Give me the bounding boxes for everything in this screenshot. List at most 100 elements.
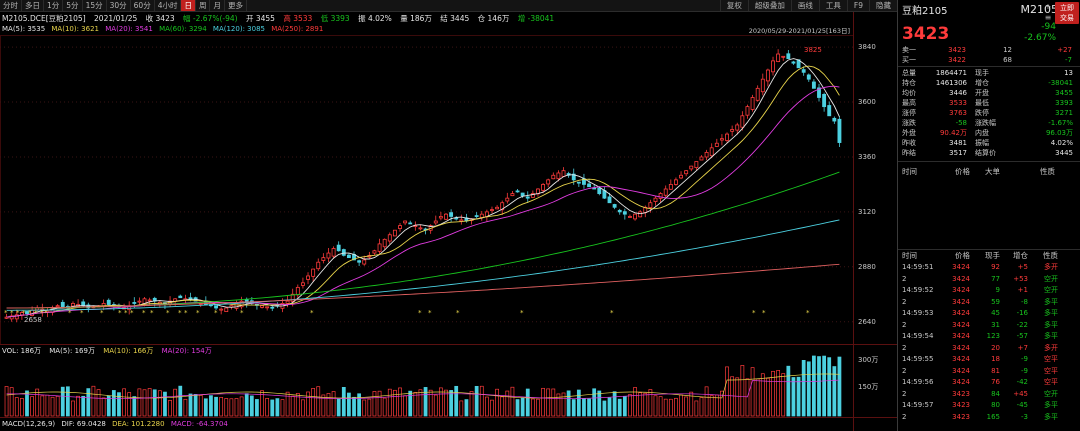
volume-bar <box>602 400 607 417</box>
candle-body <box>587 183 591 188</box>
quote-stats: 总量 1864471 现手 13 持仓 1461306 增仓 -38041 均价 3446 开盘 34… <box>898 68 1080 158</box>
stat-value: 3481 <box>949 139 967 147</box>
candle-body <box>837 118 842 143</box>
ask-change: +27 <box>1057 46 1072 54</box>
volume-bar <box>249 395 254 417</box>
price-axis-label: 3840 <box>858 43 876 52</box>
tick-nature: 多平 <box>1044 297 1058 306</box>
candle-body <box>658 193 663 199</box>
candle-body <box>597 187 602 194</box>
tick-row: 14:59:51 3424 92 +5 多开 <box>898 262 1080 274</box>
tape-tab-1[interactable]: 价格 <box>955 167 970 176</box>
period-tab-7[interactable]: 4小时 <box>155 0 182 11</box>
close-value: 收 3423 <box>145 14 175 23</box>
volume-bar <box>622 395 627 417</box>
period-tab-10[interactable]: 月 <box>210 0 225 11</box>
period-tab-9[interactable]: 周 <box>196 0 211 11</box>
tape-tab-0[interactable]: 时间 <box>902 167 917 176</box>
period-tab-3[interactable]: 5分 <box>63 0 83 11</box>
volume-bar <box>45 394 50 417</box>
tick-oi-change: +5 <box>1017 263 1028 271</box>
volume-bar <box>193 394 198 417</box>
period-tab-6[interactable]: 60分 <box>131 0 155 11</box>
tick-col-2: 现手 <box>985 251 1000 260</box>
toolbar-action-1[interactable]: 超级叠加 <box>747 0 791 11</box>
quote-header: 豆粕2105 M2105 <box>898 0 1080 18</box>
toolbar-action-5[interactable]: 隐藏 <box>869 0 897 11</box>
volume-bar <box>648 389 653 417</box>
volume-bar <box>515 399 520 417</box>
ma10-label: MA(10): 3621 <box>51 25 99 33</box>
volume-bar <box>413 392 418 417</box>
candle-body <box>668 184 673 190</box>
candle-body <box>628 216 632 218</box>
tick-nature: 空开 <box>1044 274 1058 283</box>
signal-star-icon: * <box>178 309 182 317</box>
toolbar-action-4[interactable]: F9 <box>846 0 869 11</box>
kline-chart[interactable]: * * * * * * * * * * * * * * * * * * * * * * * * * * * * * * * <box>0 0 897 431</box>
candle-body <box>398 225 402 229</box>
candle-body <box>239 300 244 308</box>
candle-body <box>387 234 392 242</box>
tape-tab-3[interactable]: 性质 <box>1040 167 1055 176</box>
candle-body <box>612 204 617 208</box>
tick-time: 14:59:51 <box>902 263 934 271</box>
candle-body <box>382 238 387 248</box>
volume-bar <box>817 356 821 417</box>
tick-nature: 多平 <box>1044 332 1058 340</box>
period-tab-5[interactable]: 30分 <box>107 0 131 11</box>
period-tab-0[interactable]: 分时 <box>0 0 22 11</box>
low-value: 低 3393 <box>320 14 350 23</box>
ma5-line <box>6 58 840 318</box>
tick-col-3: 增仓 <box>1013 251 1028 260</box>
tick-qty: 31 <box>991 320 1000 329</box>
volume-legend: VOL: 186万 MA(5): 169万 MA(10): 166万 MA(20… <box>2 346 218 356</box>
volume-bar <box>679 394 683 417</box>
volume-bar <box>188 393 193 417</box>
period-tab-2[interactable]: 1分 <box>44 0 64 11</box>
tick-nature: 多平 <box>1044 309 1058 317</box>
bid-change: -7 <box>1065 56 1072 64</box>
toolbar-action-3[interactable]: 工具 <box>818 0 847 11</box>
candle-body <box>224 307 229 313</box>
period-tab-1[interactable]: 多日 <box>22 0 44 11</box>
volume-bar <box>168 400 172 417</box>
signal-star-icon: * <box>456 309 460 317</box>
candle-body <box>546 179 551 185</box>
volume-bar <box>449 390 453 417</box>
volume-bar <box>101 397 106 417</box>
candle-body <box>454 217 459 220</box>
add-watchlist-icon[interactable]: + <box>1044 2 1052 11</box>
period-tab-11[interactable]: 更多 <box>225 0 247 11</box>
menu-icon[interactable]: ≡ <box>1044 13 1052 22</box>
tick-row: 2 3424 77 +53 空开 <box>898 274 1080 286</box>
tape-tab-2[interactable]: 大单 <box>985 167 1000 176</box>
high-value: 高 3533 <box>283 14 313 23</box>
tick-price: 3423 <box>952 412 970 421</box>
vol-label: VOL: 186万 <box>2 347 42 355</box>
volume-bar <box>270 399 275 417</box>
volume-bar <box>469 391 474 417</box>
stat-label: 持仓 <box>902 79 916 87</box>
tick-list[interactable]: 14:59:51 3424 92 +5 多开 2 3424 77 +53 空开 14:59:52 34… <box>898 262 1080 423</box>
candle-body <box>811 81 816 89</box>
price-axis-label: 3600 <box>858 98 876 107</box>
volume-bar <box>224 398 229 417</box>
volume-bar <box>806 361 811 417</box>
stat-value: 90.42万 <box>939 129 967 137</box>
volume-bar <box>285 391 290 417</box>
candle-body <box>725 133 729 141</box>
period-tab-4[interactable]: 15分 <box>83 0 107 11</box>
tick-time: 14:59:53 <box>902 309 934 317</box>
toolbar-action-2[interactable]: 画线 <box>790 0 819 11</box>
volume-bar <box>219 397 224 417</box>
volume-bar <box>295 392 300 417</box>
ma60-label: MA(60): 3294 <box>159 25 207 33</box>
candle-body <box>500 202 505 211</box>
toolbar-action-0[interactable]: 复权 <box>719 0 748 11</box>
trade-now-button[interactable]: 立即 交易 <box>1055 2 1079 24</box>
period-tab-8[interactable]: 日 <box>181 0 196 11</box>
volume-bar <box>755 378 760 417</box>
volume-bar <box>183 398 188 417</box>
candle-body <box>776 53 781 62</box>
